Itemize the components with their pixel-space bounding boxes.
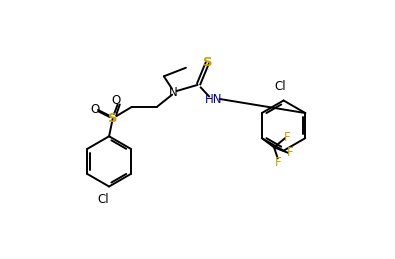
Text: Cl: Cl [98,193,109,206]
Text: S: S [203,56,212,69]
Text: F: F [287,146,293,159]
Text: F: F [275,155,281,169]
Text: HN: HN [205,93,222,106]
Text: F: F [284,131,290,144]
Text: O: O [90,104,100,117]
Text: Cl: Cl [275,80,286,93]
Text: S: S [108,112,118,125]
Text: N: N [169,86,178,99]
Text: O: O [112,94,121,107]
